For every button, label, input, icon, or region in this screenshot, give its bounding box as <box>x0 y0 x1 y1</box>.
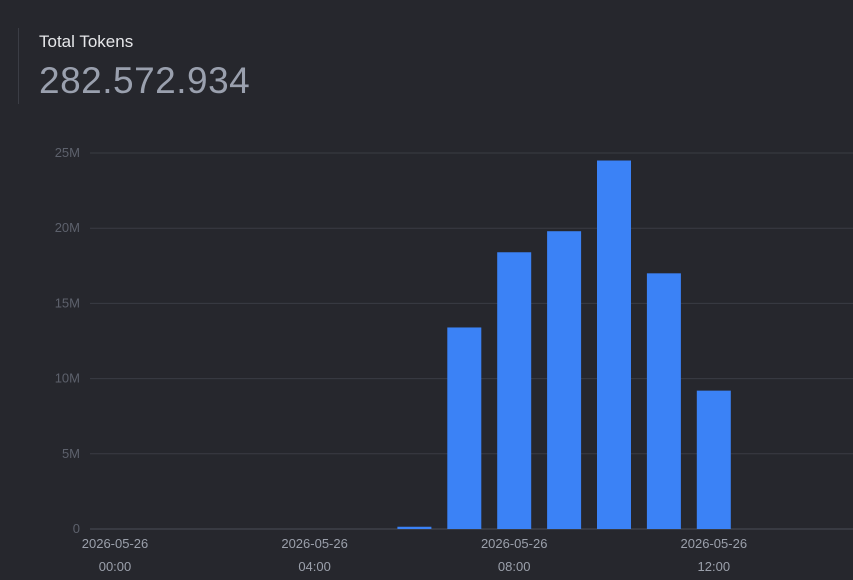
bar[interactable] <box>547 231 582 529</box>
x-tick-date: 2026-05-26 <box>681 536 748 551</box>
y-tick-label: 15M <box>55 295 80 310</box>
bar[interactable] <box>646 273 681 529</box>
bar[interactable] <box>597 160 631 529</box>
bar[interactable] <box>696 390 731 529</box>
x-tick-date: 2026-05-26 <box>281 536 348 551</box>
stat-value: 282.572.934 <box>39 60 251 101</box>
x-tick-time: 08:00 <box>498 559 531 574</box>
x-tick-time: 00:00 <box>99 559 132 574</box>
bar[interactable] <box>447 327 482 529</box>
y-tick-label: 5M <box>62 446 80 461</box>
total-tokens-stat: Total Tokens 282.572.934 <box>18 28 250 104</box>
x-tick-time: 04:00 <box>298 559 331 574</box>
stat-label: Total Tokens <box>39 32 134 51</box>
x-tick-date: 2026-05-26 <box>481 536 548 551</box>
bar[interactable] <box>397 526 432 529</box>
x-tick-time: 12:00 <box>698 559 731 574</box>
y-tick-label: 20M <box>55 220 80 235</box>
y-tick-label: 25M <box>55 145 80 160</box>
y-tick-label: 0 <box>73 521 80 536</box>
x-tick-date: 2026-05-26 <box>82 536 149 551</box>
y-tick-label: 10M <box>55 371 80 386</box>
bar[interactable] <box>497 252 532 529</box>
